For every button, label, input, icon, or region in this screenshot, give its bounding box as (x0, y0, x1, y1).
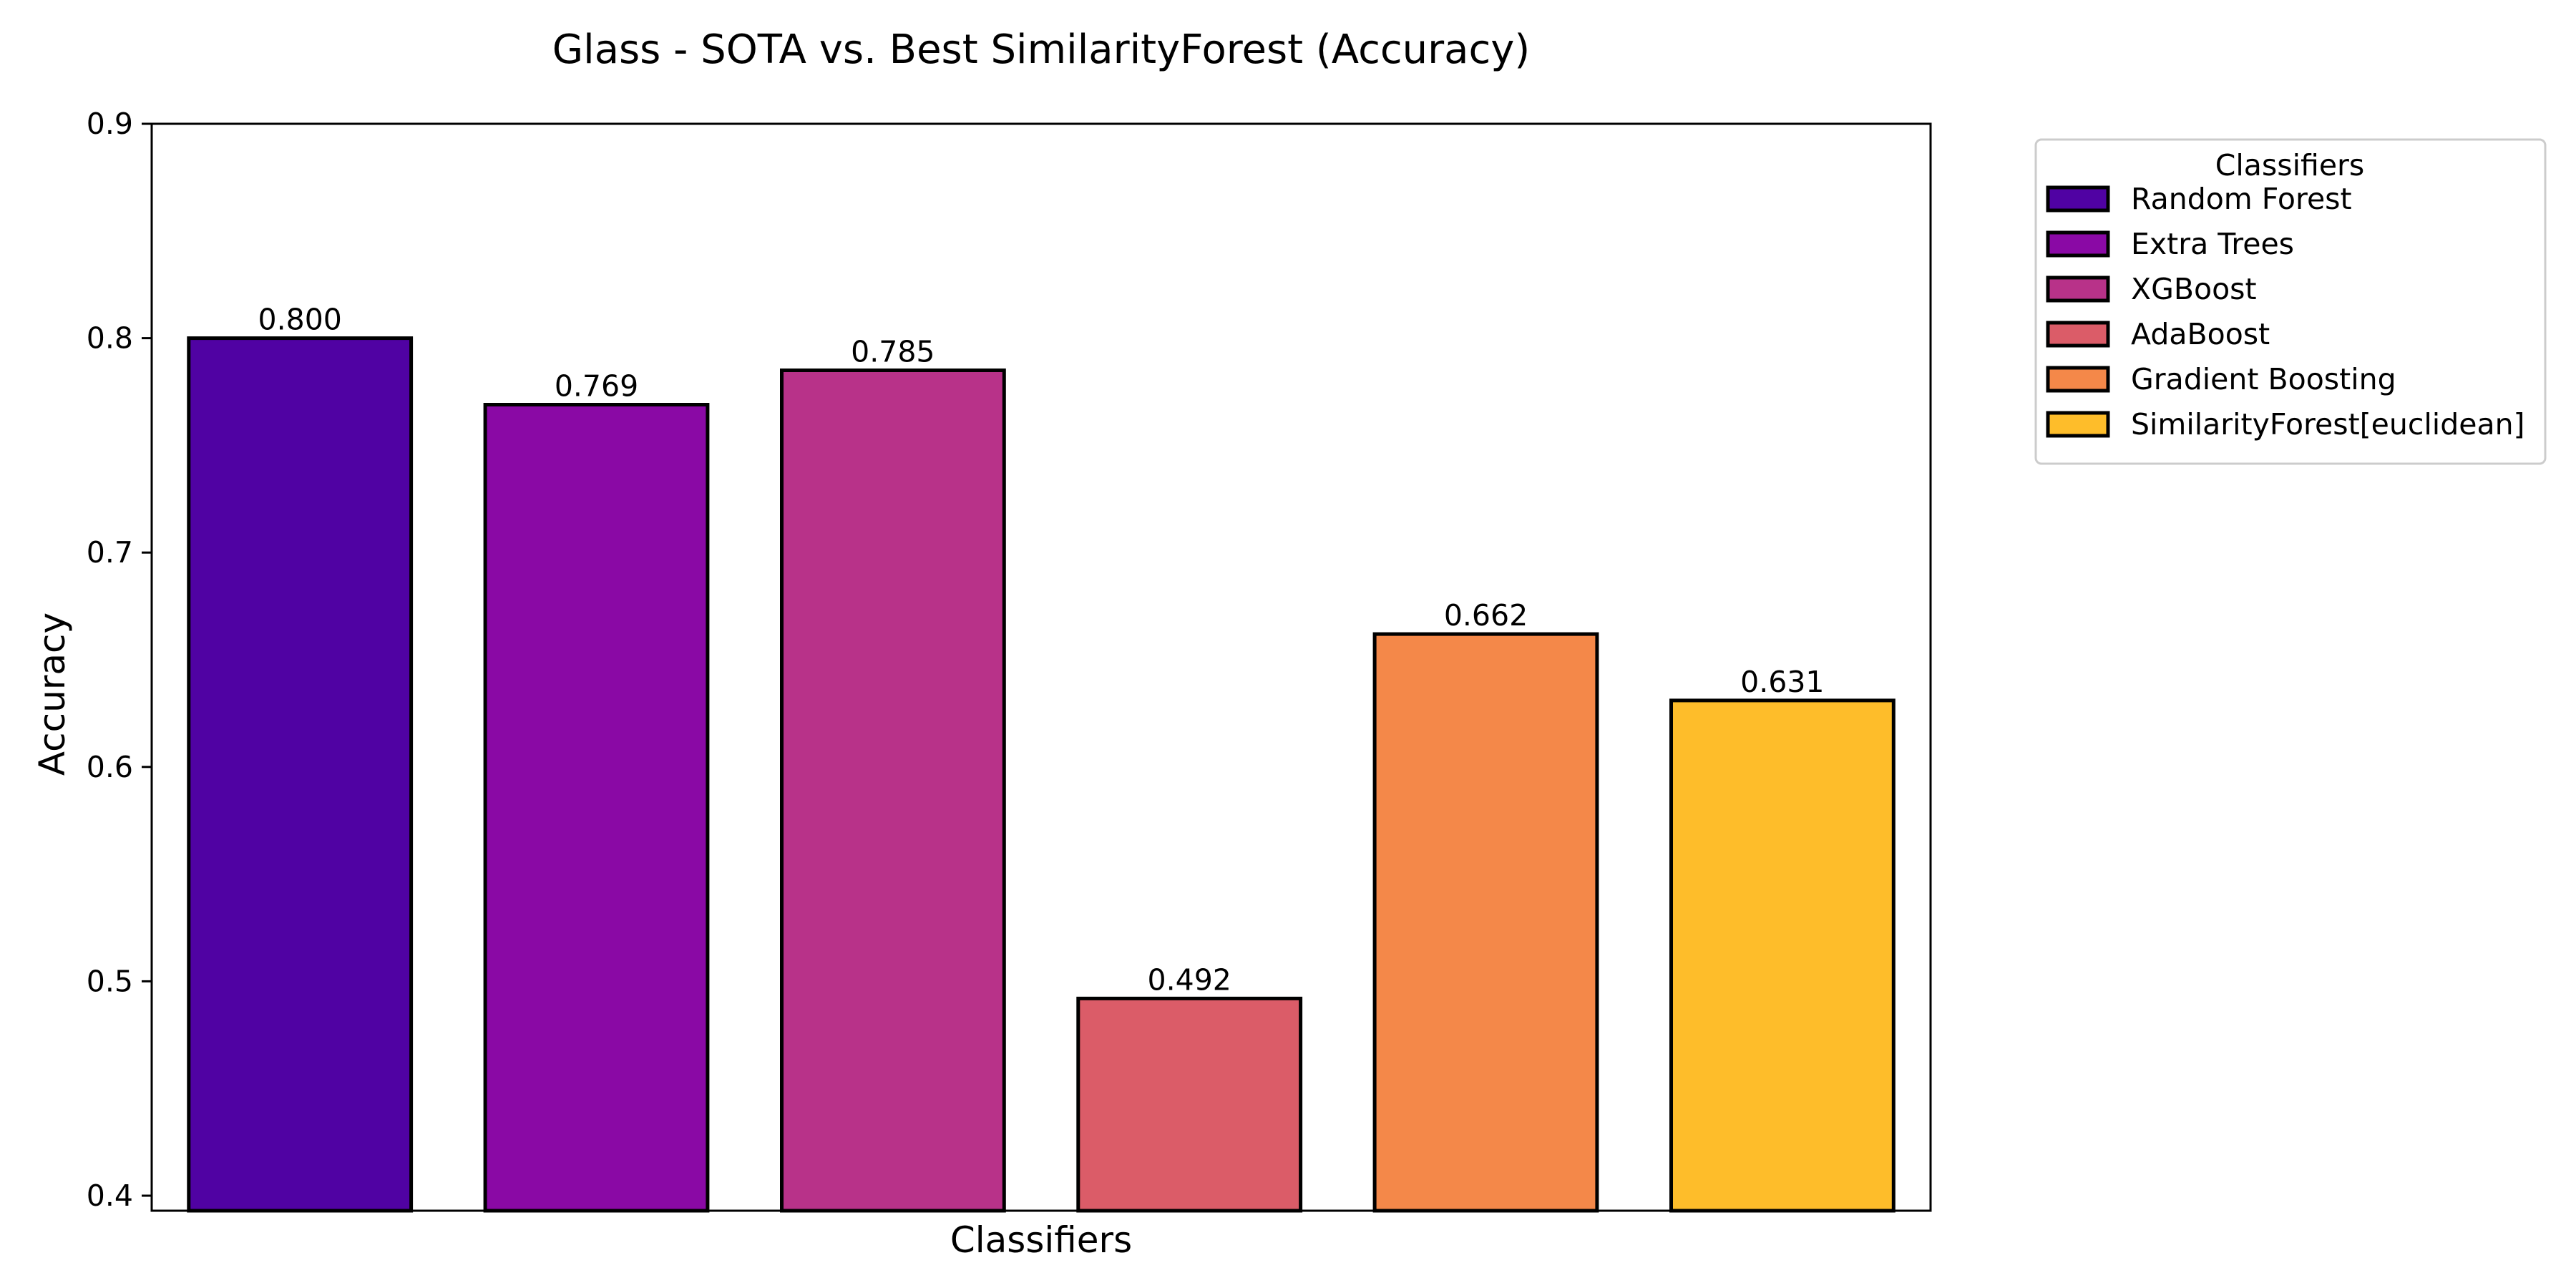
bar-value-label-2: 0.785 (851, 335, 935, 369)
legend-swatch-4 (2046, 366, 2110, 393)
bar-0 (187, 336, 414, 1213)
y-tick-label-2: 0.6 (87, 750, 133, 784)
bar-value-label-1: 0.769 (555, 369, 638, 404)
x-axis-label: Classifiers (950, 1219, 1132, 1261)
y-axis: 0.4 0.5 0.6 0.7 0.8 0.9 (87, 107, 152, 1213)
bar-2 (780, 369, 1006, 1213)
legend-swatch-0 (2046, 185, 2110, 213)
bar-4 (1372, 632, 1599, 1213)
y-tick-label-1: 0.5 (87, 964, 133, 998)
legend-swatch-3 (2046, 321, 2110, 348)
y-axis-label: Accuracy (31, 613, 73, 776)
legend-swatch-5 (2046, 411, 2110, 438)
y-tick-label-3: 0.7 (87, 535, 133, 570)
legend: Classifiers Random Forest Extra Trees XGBo… (2034, 138, 2547, 465)
plot-area: 0.800 0.769 0.785 0.492 0.662 0.631 (150, 122, 1932, 1213)
plot-frame (150, 122, 1932, 1212)
legend-label-2: XGBoost (2131, 272, 2257, 306)
y-tick-label-0: 0.4 (87, 1179, 133, 1213)
bar-value-label-5: 0.631 (1740, 665, 1824, 699)
bar-value-label-4: 0.662 (1444, 598, 1528, 633)
y-tick-label-5: 0.9 (87, 107, 133, 141)
legend-swatch-1 (2046, 230, 2110, 258)
legend-label-3: AdaBoost (2131, 317, 2270, 351)
legend-items: Random Forest Extra Trees XGBoost AdaBoost G… (2046, 182, 2525, 441)
legend-swatch-2 (2046, 275, 2110, 303)
legend-label-5: SimilarityForest[euclidean] (2131, 407, 2525, 441)
legend-label-4: Gradient Boosting (2131, 362, 2396, 396)
legend-title: Classifiers (2215, 148, 2365, 182)
bar-value-label-3: 0.492 (1148, 962, 1231, 997)
bar-value-label-0: 0.800 (258, 303, 342, 337)
legend-box (2034, 138, 2547, 465)
chart-title: Glass - SOTA vs. Best SimilarityForest (… (552, 26, 1531, 73)
y-tick-label-4: 0.8 (87, 321, 133, 356)
bar-1 (483, 403, 710, 1213)
legend-label-0: Random Forest (2131, 182, 2352, 216)
bar-5 (1669, 698, 1896, 1213)
legend-label-1: Extra Trees (2131, 227, 2294, 261)
bar-3 (1076, 996, 1303, 1213)
